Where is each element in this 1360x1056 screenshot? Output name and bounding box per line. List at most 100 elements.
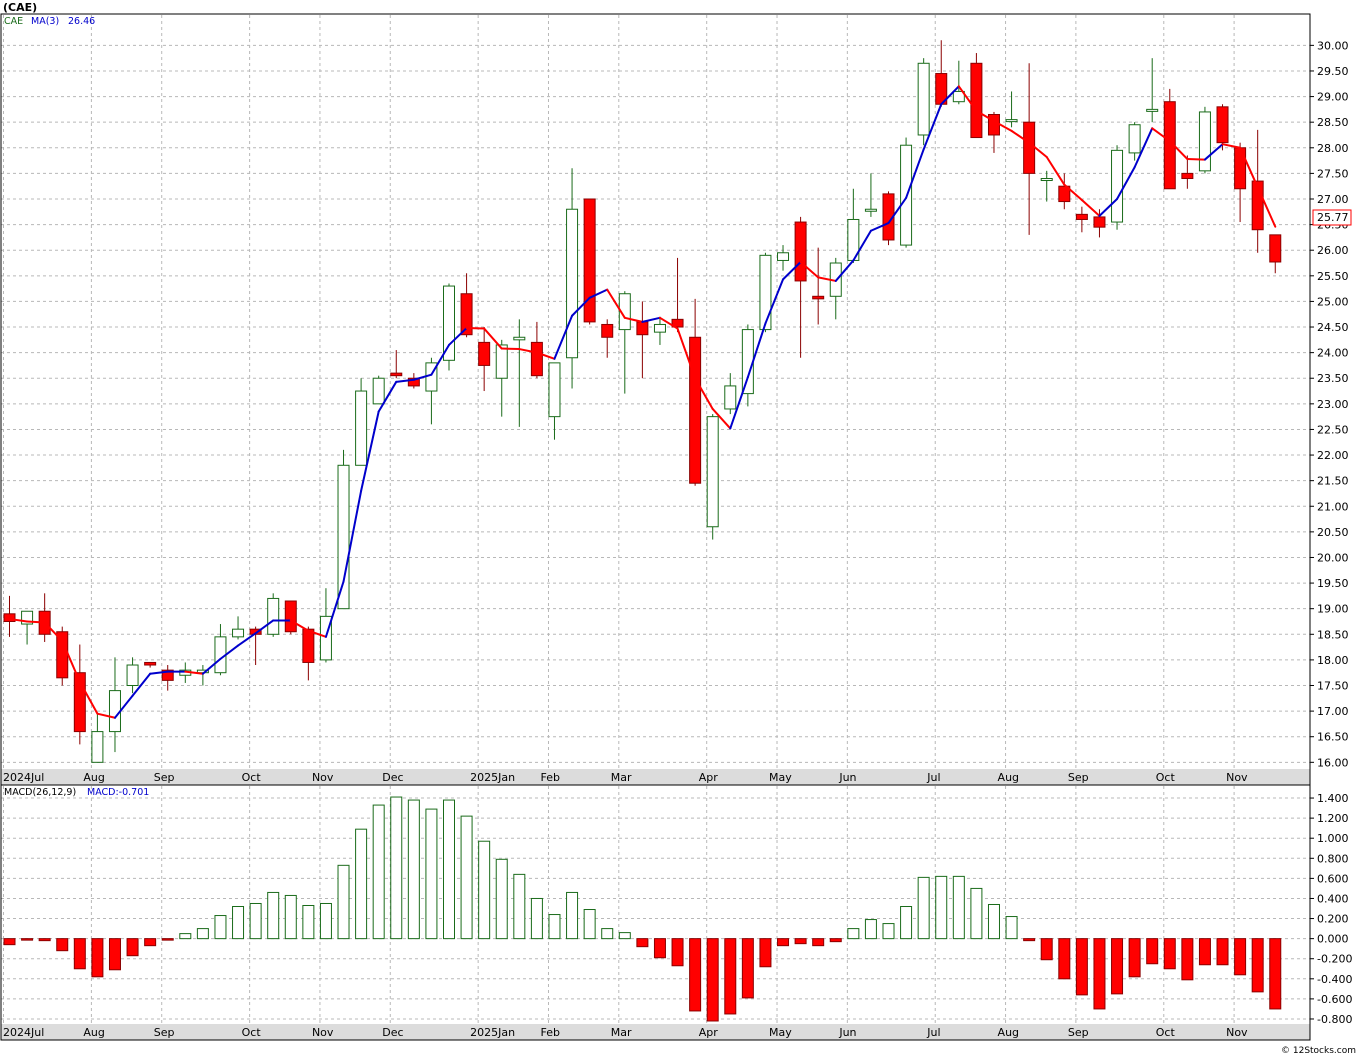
ma-segment xyxy=(764,278,785,325)
price-date-label: Sep xyxy=(154,771,175,784)
price-tick-label: 26.00 xyxy=(1317,244,1349,257)
price-date-labels: 2024Jul Aug Sep Oct Nov Dec 2025Jan Feb Mar Apr Ma… xyxy=(3,771,1248,784)
candle-body-down xyxy=(812,295,825,300)
candle-body-down xyxy=(1234,147,1247,190)
price-date-label: Nov xyxy=(312,771,334,784)
macd-bar-positive xyxy=(495,858,508,940)
price-date-label: Oct xyxy=(242,771,262,784)
ma-segment xyxy=(149,670,169,675)
candle-body-down xyxy=(1023,121,1036,174)
macd-bar-positive xyxy=(179,933,192,940)
macd-bar-positive xyxy=(232,906,245,940)
price-tick-label: 27.00 xyxy=(1317,193,1349,206)
ma-segment xyxy=(957,85,978,112)
price-date-axis xyxy=(1,769,1310,785)
ma-segment xyxy=(887,196,908,225)
price-date-label: Aug xyxy=(83,771,104,784)
macd-bar-negative xyxy=(1128,938,1141,978)
candle-body-down xyxy=(689,336,702,484)
ma-segment xyxy=(1256,186,1277,228)
ma-segment xyxy=(571,296,591,317)
candle-body-up xyxy=(741,329,754,395)
ma-segment xyxy=(448,327,468,346)
macd-bar-negative xyxy=(1111,938,1124,995)
price-panel: 2024Jul Aug Sep Oct Nov Dec 2025Jan Feb Mar Apr Ma… xyxy=(0,13,1349,786)
price-tick-label: 25.00 xyxy=(1317,295,1349,308)
macd-bar-positive xyxy=(548,914,561,940)
macd-bar-positive xyxy=(284,894,297,940)
candlesticks xyxy=(3,40,1282,763)
ma-segment xyxy=(1151,127,1171,143)
ma-segment xyxy=(905,148,925,199)
candle-body-down xyxy=(671,318,684,328)
macd-tick-label: -0.200 xyxy=(1317,953,1352,966)
macd-bar-negative xyxy=(1146,938,1159,965)
macd-legend-label: MACD(26,12,9) xyxy=(4,787,76,798)
price-date-label: Apr xyxy=(699,771,719,784)
ma-segment xyxy=(658,316,679,330)
candle-body-down xyxy=(1075,213,1088,220)
macd-bar-positive xyxy=(847,928,860,940)
macd-bar-positive xyxy=(583,909,596,940)
macd-bar-negative xyxy=(161,938,174,941)
candle-body-down xyxy=(794,221,807,282)
price-tick-label: 24.50 xyxy=(1317,321,1349,334)
ma-segment xyxy=(1063,183,1083,202)
macd-bar-positive xyxy=(1005,916,1018,940)
macd-bar-negative xyxy=(1251,938,1264,993)
macd-date-labels: 2024Jul Aug Sep Oct Nov Dec 2025Jan Feb Mar Apr Ma… xyxy=(3,1026,1248,1039)
macd-bar-negative xyxy=(1163,938,1176,970)
ma-segment xyxy=(289,619,310,632)
ma-segment xyxy=(360,410,380,492)
macd-bars xyxy=(3,796,1282,1022)
macd-tick-label: 1.200 xyxy=(1317,812,1349,825)
macd-date-label: Sep xyxy=(1068,1026,1089,1039)
macd-bar-negative xyxy=(91,938,104,978)
macd-tick-label: 1.000 xyxy=(1317,832,1349,845)
price-tick-label: 24.00 xyxy=(1317,347,1349,360)
macd-date-label: Oct xyxy=(1156,1026,1176,1039)
ma-segment xyxy=(623,316,644,323)
price-tick-label: 20.00 xyxy=(1317,551,1349,564)
macd-bar-positive xyxy=(337,864,350,940)
macd-bar-positive xyxy=(935,875,948,940)
macd-bar-negative xyxy=(3,938,16,946)
candle-body-up xyxy=(1111,149,1124,223)
candle-body-up xyxy=(1005,119,1018,123)
macd-bar-positive xyxy=(460,815,473,940)
macd-bar-positive xyxy=(864,919,877,940)
price-tick-label: 23.50 xyxy=(1317,372,1349,385)
ma-segment xyxy=(483,327,503,350)
macd-date-label: 2025Jan xyxy=(470,1026,515,1039)
macd-tick-label: -0.600 xyxy=(1317,993,1352,1006)
price-date-label: May xyxy=(769,771,792,784)
macd-axis: -0.800 -0.600 -0.400 -0.200 0.000 0.200 0.400 0… xyxy=(1310,792,1352,1026)
candle-body-up xyxy=(232,628,245,638)
macd-bar-negative xyxy=(794,938,807,945)
moving-average-line xyxy=(8,85,1277,719)
candle-body-down xyxy=(1093,216,1106,228)
macd-date-axis-band xyxy=(1,1024,1310,1040)
candle-body-up xyxy=(372,377,385,405)
candle-body-down xyxy=(1269,234,1282,263)
macd-bar-positive xyxy=(618,932,631,940)
ma-segment xyxy=(553,314,574,360)
macd-bar-positive xyxy=(302,904,315,940)
macd-bar-negative xyxy=(653,938,666,959)
candle-body-down xyxy=(3,613,16,622)
candle-body-up xyxy=(777,252,790,261)
candle-body-up xyxy=(724,385,737,410)
macd-bar-positive xyxy=(372,804,385,940)
candle-body-down xyxy=(1216,106,1229,144)
macd-tick-label: 0.800 xyxy=(1317,852,1349,865)
macd-legend-value: MACD:-0.701 xyxy=(87,787,149,798)
candle-body-down xyxy=(144,661,157,666)
macd-bar-negative xyxy=(1234,938,1247,976)
ma-segment xyxy=(606,288,626,319)
macd-bar-positive xyxy=(566,891,579,940)
candle-body-up xyxy=(495,344,508,379)
candle-body-up xyxy=(355,390,368,466)
candle-body-up xyxy=(548,362,561,418)
candle-body-down xyxy=(636,321,649,336)
macd-bar-negative xyxy=(21,938,34,941)
